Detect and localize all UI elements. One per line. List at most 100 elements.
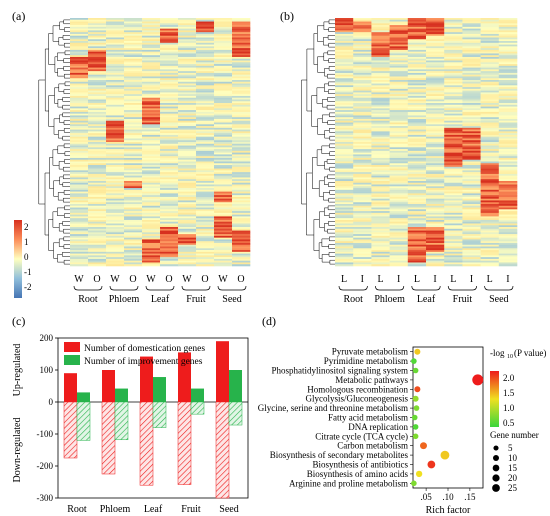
heatmap-cell: [142, 92, 161, 95]
heatmap-cell: [389, 90, 409, 93]
heatmap-cell: [196, 200, 215, 203]
heatmap-cell: [160, 251, 179, 254]
heatmap-cell: [232, 97, 251, 100]
heatmap-cell: [407, 87, 427, 90]
heatmap-cell: [124, 244, 143, 247]
column-label: L: [414, 274, 420, 285]
heatmap-cell: [335, 72, 354, 75]
heatmap-cell: [142, 88, 161, 91]
heatmap-cell: [462, 60, 481, 63]
heatmap-cell: [196, 67, 215, 70]
heatmap-cell: [106, 26, 125, 29]
heatmap-cell: [232, 140, 251, 143]
heatmap-cell: [232, 106, 251, 109]
heatmap-cell: [389, 242, 409, 246]
heatmap-cell: [407, 244, 427, 247]
heatmap-cell: [142, 204, 161, 207]
heatmap-cell: [124, 97, 143, 100]
heatmap-cell: [124, 81, 143, 84]
heatmap-cell: [196, 147, 215, 150]
heatmap-cell: [88, 74, 107, 77]
heatmap-cell: [498, 163, 518, 166]
heatmap-cell: [371, 175, 390, 178]
heatmap-cell: [426, 221, 445, 224]
heatmap-cell: [498, 248, 518, 251]
heatmap-cell: [353, 239, 372, 242]
heatmap-cell: [353, 264, 372, 267]
bar-improvement-up: [153, 377, 166, 402]
heatmap-cell: [160, 21, 179, 24]
heatmap-cell: [106, 65, 125, 68]
heatmap-cell: [389, 248, 409, 251]
heatmap-cell: [498, 95, 518, 99]
heatmap-cell: [462, 228, 481, 231]
heatmap-cell: [335, 166, 354, 169]
heatmap-cell: [160, 204, 179, 207]
heatmap-cell: [124, 103, 143, 106]
heatmap-cell: [124, 166, 143, 169]
heatmap-cell: [444, 32, 463, 35]
heatmap-cell: [160, 48, 179, 51]
dendrogram-branch: [62, 135, 70, 141]
heatmap-cell: [178, 28, 197, 31]
heatmap-cell: [142, 166, 161, 169]
heatmap-cell: [214, 212, 233, 215]
heatmap-cell: [335, 30, 354, 33]
heatmap-a: [70, 18, 251, 267]
bar-improvement-up: [191, 388, 204, 402]
heatmap-cell: [498, 120, 518, 123]
size-legend-label: 20: [508, 473, 518, 483]
heatmap-cell: [88, 110, 107, 113]
heatmap-cell: [214, 65, 233, 68]
heatmap-cell: [70, 179, 89, 182]
heatmap-cell: [106, 71, 125, 74]
heatmap-cell: [389, 184, 409, 187]
heatmap-cell: [389, 209, 409, 212]
heatmap-cell: [88, 214, 107, 217]
heatmap-cell: [480, 196, 500, 199]
heatmap-cell: [70, 154, 89, 157]
dendrogram-branch: [328, 182, 335, 187]
heatmap-cell: [444, 159, 463, 162]
heatmap-cell: [196, 214, 215, 217]
heatmap-cell: [124, 87, 143, 90]
heatmap-cell: [88, 55, 107, 58]
heatmap-cell: [371, 239, 390, 242]
heatmap-cell: [88, 172, 107, 175]
heatmap-cell: [462, 18, 481, 21]
heatmap-cell: [178, 90, 197, 93]
heatmap-cell: [335, 60, 354, 63]
heatmap-cell: [498, 56, 518, 60]
heatmap-cell: [335, 255, 354, 258]
heatmap-cell: [426, 95, 445, 99]
heatmap-cell: [480, 161, 500, 164]
heatmap-cell: [142, 147, 161, 150]
heatmap-cell: [106, 48, 125, 51]
heatmap-cell: [498, 33, 518, 37]
heatmap-cell: [196, 168, 215, 171]
heatmap-cell: [498, 92, 518, 95]
bar-improvement-down: [190, 401, 205, 415]
heatmap-cell: [196, 118, 215, 122]
heatmap-cell: [124, 65, 143, 68]
heatmap-cell: [371, 204, 390, 207]
heatmap-cell: [462, 235, 481, 238]
heatmap-cell: [480, 198, 500, 201]
column-label: W: [146, 274, 156, 285]
heatmap-cell: [232, 241, 251, 244]
heatmap-cell: [498, 207, 518, 210]
heatmap-cell: [335, 175, 354, 178]
heatmap-cell: [214, 126, 233, 129]
heatmap-cell: [407, 196, 427, 199]
heatmap-cell: [232, 122, 251, 125]
heatmap-cell: [444, 65, 463, 68]
heatmap-cell: [142, 90, 161, 93]
dendrogram-branch: [63, 66, 70, 71]
heatmap-cell: [124, 39, 143, 42]
heatmap-cell: [232, 136, 251, 139]
heatmap-cell: [389, 117, 409, 120]
heatmap-cell: [480, 46, 500, 49]
heatmap-cell: [335, 225, 354, 228]
heatmap-cell: [444, 227, 463, 230]
heatmap-cell: [426, 253, 445, 256]
